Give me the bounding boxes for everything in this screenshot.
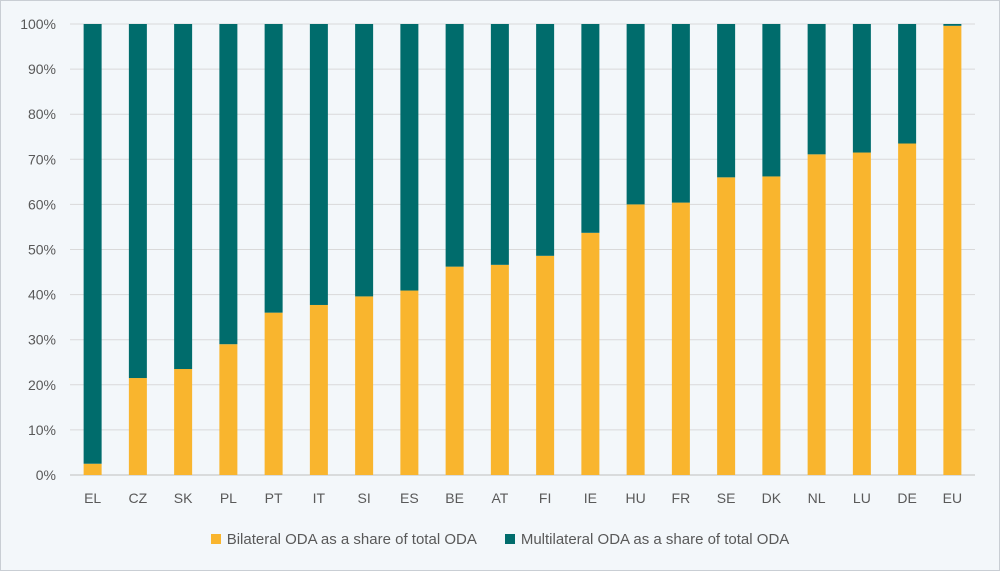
x-tick-label: SI bbox=[358, 490, 371, 506]
bar-multilateral-it bbox=[309, 24, 328, 305]
bar-bilateral-fi bbox=[536, 255, 555, 475]
bar-bilateral-at bbox=[490, 264, 509, 475]
y-tick-label: 70% bbox=[28, 151, 56, 167]
bar-multilateral-si bbox=[355, 24, 374, 297]
y-tick-label: 20% bbox=[28, 377, 56, 393]
bar-bilateral-fr bbox=[671, 202, 690, 475]
y-tick-label: 90% bbox=[28, 61, 56, 77]
y-tick-label: 80% bbox=[28, 106, 56, 122]
bar-bilateral-dk bbox=[762, 176, 781, 476]
x-tick-label: PL bbox=[220, 490, 237, 506]
bars bbox=[83, 24, 962, 476]
x-tick-label: ES bbox=[400, 490, 419, 506]
x-tick-label: IE bbox=[584, 490, 597, 506]
bar-multilateral-be bbox=[445, 24, 464, 267]
bar-multilateral-ie bbox=[581, 24, 600, 233]
bar-multilateral-de bbox=[898, 24, 917, 144]
x-tick-label: FI bbox=[539, 490, 551, 506]
bar-multilateral-pt bbox=[264, 24, 283, 313]
bar-bilateral-it bbox=[309, 304, 328, 475]
bar-multilateral-pl bbox=[219, 24, 238, 345]
bar-bilateral-be bbox=[445, 266, 464, 475]
x-tick-label: SE bbox=[717, 490, 736, 506]
x-tick-label: AT bbox=[491, 490, 508, 506]
x-tick-label: PT bbox=[265, 490, 283, 506]
legend-swatch-bilateral bbox=[210, 534, 221, 544]
y-tick-label: 30% bbox=[28, 332, 56, 348]
x-tick-label: FR bbox=[672, 490, 691, 506]
bar-multilateral-cz bbox=[128, 24, 147, 379]
y-tick-label: 50% bbox=[28, 242, 56, 258]
bar-multilateral-hu bbox=[626, 24, 645, 205]
bar-bilateral-se bbox=[717, 177, 736, 475]
bar-bilateral-pt bbox=[264, 312, 283, 475]
bar-multilateral-dk bbox=[762, 24, 781, 177]
x-tick-label: LU bbox=[853, 490, 871, 506]
gridlines bbox=[70, 23, 975, 476]
bar-bilateral-de bbox=[898, 143, 917, 475]
x-tick-label: EU bbox=[943, 490, 962, 506]
bar-multilateral-fi bbox=[536, 24, 555, 256]
x-tick-label: SK bbox=[174, 490, 193, 506]
legend-item-bilateral: Bilateral ODA as a share of total ODA bbox=[210, 530, 477, 548]
bar-bilateral-si bbox=[355, 296, 374, 475]
bar-multilateral-eu bbox=[943, 24, 962, 26]
stacked-bar-chart: 0% 10% 20% 30% 40% 50% 60% 70% 80% 90% 100% EL CZ SK… bbox=[20, 16, 975, 506]
y-tick-label: 60% bbox=[28, 196, 56, 212]
bar-multilateral-el bbox=[83, 24, 102, 464]
x-axis-ticks: EL CZ SK PL PT IT SI ES BE AT FI IE HU FR SE DK NL LU DE EU bbox=[84, 490, 962, 506]
legend-label-multilateral: Multilateral ODA as a share of total ODA bbox=[520, 530, 790, 548]
bar-bilateral-es bbox=[400, 290, 419, 475]
y-tick-label: 10% bbox=[28, 422, 56, 438]
legend-item-multilateral: Multilateral ODA as a share of total ODA bbox=[504, 530, 790, 548]
x-tick-label: CZ bbox=[129, 490, 148, 506]
x-tick-label: IT bbox=[313, 490, 326, 506]
y-tick-label: 40% bbox=[28, 287, 56, 303]
x-tick-label: DE bbox=[897, 490, 916, 506]
bar-bilateral-cz bbox=[128, 378, 147, 475]
x-tick-label: BE bbox=[445, 490, 464, 506]
y-tick-label: 0% bbox=[36, 467, 56, 483]
x-tick-label: HU bbox=[626, 490, 646, 506]
bar-multilateral-at bbox=[490, 24, 509, 265]
x-tick-label: EL bbox=[84, 490, 101, 506]
legend: Bilateral ODA as a share of total ODA Mu… bbox=[0, 527, 1000, 551]
bar-bilateral-hu bbox=[626, 204, 645, 475]
x-tick-label: DK bbox=[762, 490, 782, 506]
bar-multilateral-sk bbox=[174, 24, 193, 370]
bar-multilateral-nl bbox=[807, 24, 826, 155]
bar-bilateral-nl bbox=[807, 154, 826, 476]
bar-bilateral-el bbox=[83, 463, 102, 475]
bar-bilateral-lu bbox=[852, 152, 871, 475]
y-axis-ticks: 0% 10% 20% 30% 40% 50% 60% 70% 80% 90% 100% bbox=[20, 16, 56, 483]
legend-label-bilateral: Bilateral ODA as a share of total ODA bbox=[226, 530, 477, 548]
x-tick-label: NL bbox=[808, 490, 826, 506]
y-tick-label: 100% bbox=[20, 16, 56, 32]
bar-bilateral-eu bbox=[943, 25, 962, 476]
bar-bilateral-pl bbox=[219, 344, 238, 475]
legend-swatch-multilateral bbox=[504, 534, 515, 544]
bar-multilateral-lu bbox=[852, 24, 871, 153]
bar-multilateral-es bbox=[400, 24, 419, 291]
bar-bilateral-sk bbox=[174, 369, 193, 475]
bar-multilateral-fr bbox=[671, 24, 690, 203]
bar-multilateral-se bbox=[717, 24, 736, 178]
bar-bilateral-ie bbox=[581, 232, 600, 475]
